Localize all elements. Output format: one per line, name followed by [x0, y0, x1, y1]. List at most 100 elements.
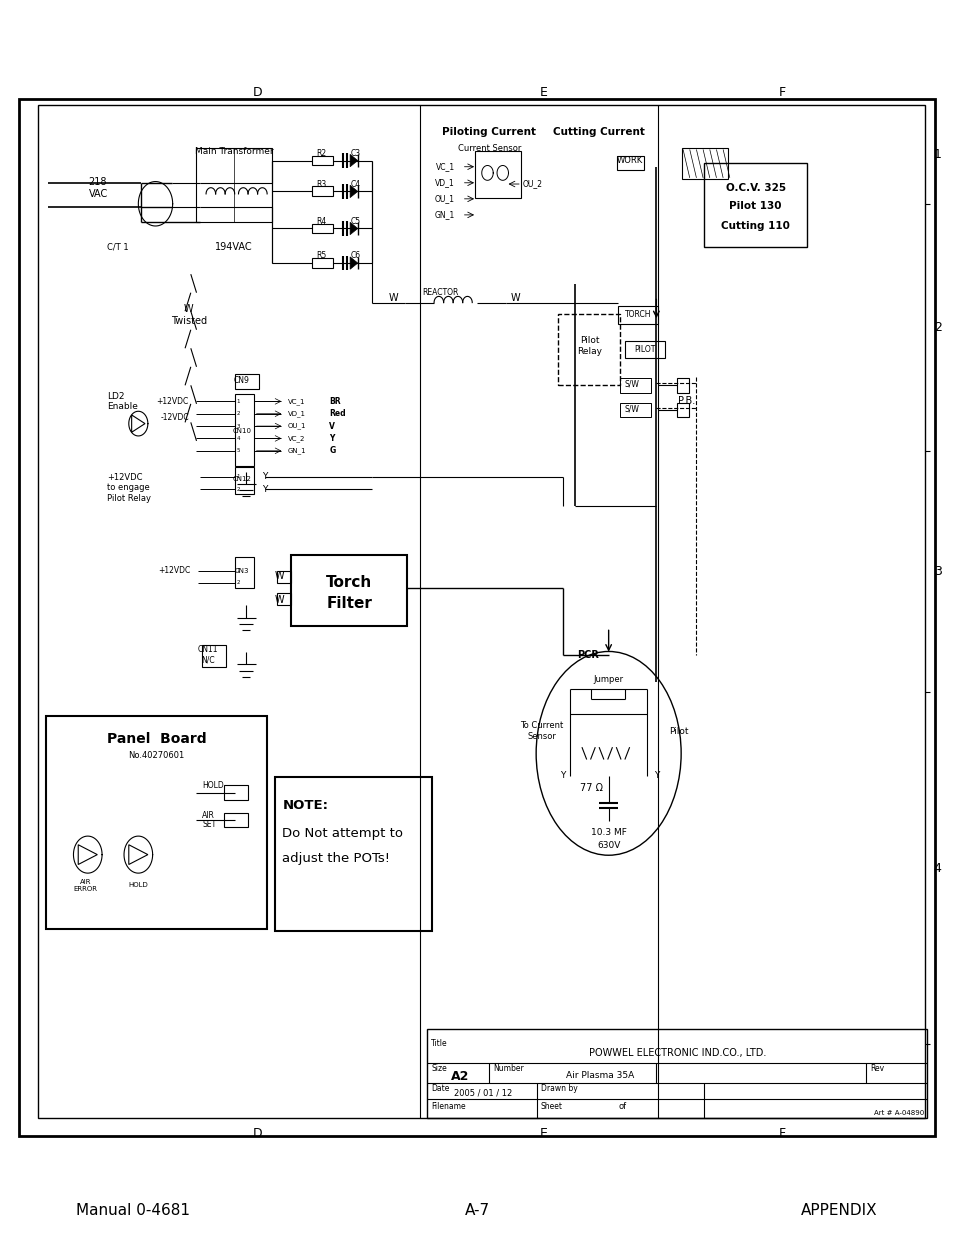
Text: D: D	[253, 86, 262, 99]
Bar	[19, 99, 934, 1136]
Text: S/W: S/W	[624, 404, 639, 414]
Bar	[703, 163, 806, 247]
Bar	[558, 314, 619, 385]
Bar	[276, 571, 291, 583]
Text: 10.3 MF: 10.3 MF	[590, 827, 626, 837]
Text: Rev: Rev	[869, 1063, 883, 1073]
Text: Air Plasma 35A: Air Plasma 35A	[565, 1071, 634, 1081]
Text: PILOT: PILOT	[634, 345, 655, 354]
Text: F: F	[778, 86, 785, 99]
Text: Cutting Current: Cutting Current	[553, 127, 644, 137]
Bar	[681, 148, 727, 179]
Text: 194VAC: 194VAC	[214, 242, 253, 252]
Text: 2: 2	[236, 487, 240, 492]
Text: R3: R3	[316, 179, 326, 189]
Text: C/T 1: C/T 1	[107, 242, 129, 252]
Text: E: E	[539, 86, 547, 99]
Text: Torch: Torch	[326, 576, 372, 590]
Text: W: W	[274, 595, 284, 605]
Text: 630V: 630V	[597, 841, 619, 851]
Text: CN10: CN10	[233, 429, 252, 433]
Text: 2: 2	[933, 321, 941, 333]
Text: AIR: AIR	[202, 810, 214, 820]
Bar	[624, 341, 664, 358]
Text: Sheet: Sheet	[540, 1102, 562, 1112]
Text: 5: 5	[236, 448, 240, 453]
Bar	[274, 777, 432, 931]
Text: HOLD: HOLD	[129, 883, 148, 888]
Text: POWWEL ELECTRONIC IND.CO., LTD.: POWWEL ELECTRONIC IND.CO., LTD.	[588, 1049, 765, 1058]
Text: TORCH: TORCH	[624, 310, 651, 320]
Text: C3: C3	[351, 148, 360, 158]
Text: Drawn by: Drawn by	[540, 1083, 578, 1093]
Bar	[619, 378, 650, 393]
Text: +12VDC: +12VDC	[156, 396, 189, 406]
Bar	[234, 557, 253, 588]
Text: CN9: CN9	[233, 375, 249, 385]
Text: R4: R4	[316, 216, 326, 226]
Text: CN12: CN12	[233, 477, 252, 482]
Bar	[312, 186, 333, 196]
Text: Date: Date	[431, 1083, 449, 1093]
Bar	[312, 224, 333, 233]
Text: 218
VAC: 218 VAC	[89, 177, 108, 199]
Text: 4: 4	[236, 436, 240, 441]
Text: W: W	[510, 293, 519, 303]
Text: CN11
N/C: CN11 N/C	[197, 645, 218, 664]
Text: VD_1: VD_1	[435, 178, 455, 188]
Text: Pilot 130: Pilot 130	[728, 201, 781, 211]
Text: 2: 2	[236, 580, 240, 585]
Text: VC_1: VC_1	[288, 398, 305, 405]
Text: W: W	[389, 293, 398, 303]
Text: OU_2: OU_2	[522, 179, 542, 189]
Text: of: of	[618, 1102, 626, 1112]
Text: O.C.V. 325: O.C.V. 325	[724, 183, 785, 193]
Text: 77 Ω: 77 Ω	[579, 783, 602, 793]
Text: R2: R2	[316, 148, 326, 158]
Text: NOTE:: NOTE:	[282, 799, 328, 811]
Bar	[202, 645, 226, 667]
Text: Pilot: Pilot	[669, 726, 688, 736]
Text: AIR
ERROR: AIR ERROR	[73, 879, 98, 892]
Bar	[234, 467, 253, 494]
Text: No.40270601: No.40270601	[129, 751, 184, 761]
Bar	[234, 394, 253, 466]
Text: Y: Y	[329, 433, 335, 443]
Text: +12VDC
to engage
Pilot Relay: +12VDC to engage Pilot Relay	[107, 473, 151, 503]
Text: adjust the POTs!: adjust the POTs!	[282, 852, 390, 864]
Text: Manual 0-4681: Manual 0-4681	[76, 1203, 190, 1218]
Bar	[46, 716, 267, 929]
Text: +12VDC: +12VDC	[158, 566, 191, 576]
Text: Piloting Current: Piloting Current	[442, 127, 536, 137]
Text: GN_1: GN_1	[288, 447, 307, 454]
Text: GN_1: GN_1	[435, 210, 455, 220]
Text: Number: Number	[493, 1063, 523, 1073]
Bar	[618, 306, 658, 324]
Text: Y: Y	[262, 472, 268, 482]
Text: G: G	[329, 446, 335, 456]
Text: 3: 3	[933, 566, 941, 578]
Bar	[617, 156, 643, 170]
Text: LD2
Enable: LD2 Enable	[107, 391, 137, 411]
Text: VC_2: VC_2	[288, 435, 305, 442]
Text: A-7: A-7	[464, 1203, 489, 1218]
Text: 1: 1	[236, 474, 240, 479]
Text: HOLD: HOLD	[202, 781, 224, 790]
Text: Red: Red	[329, 409, 345, 419]
Text: D: D	[253, 1128, 262, 1140]
Bar	[291, 555, 407, 626]
Bar	[312, 156, 333, 165]
Bar	[38, 105, 924, 1118]
Text: -12VDC: -12VDC	[160, 412, 189, 422]
Text: C6: C6	[351, 251, 360, 261]
Text: P.B.: P.B.	[678, 396, 695, 406]
Text: Filename: Filename	[431, 1102, 465, 1112]
Bar	[427, 1029, 926, 1118]
Text: WORK: WORK	[616, 156, 642, 165]
Text: PCR: PCR	[577, 650, 598, 659]
Text: VC_1: VC_1	[436, 162, 455, 172]
Bar	[224, 785, 248, 800]
Text: Size: Size	[431, 1063, 447, 1073]
Bar	[312, 258, 333, 268]
Text: Cutting 110: Cutting 110	[720, 221, 789, 231]
